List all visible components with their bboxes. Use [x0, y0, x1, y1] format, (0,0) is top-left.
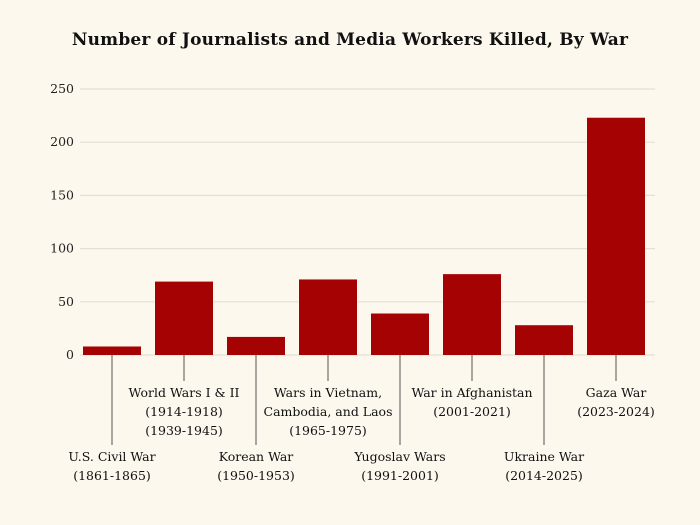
category-label: (1939-1945): [145, 423, 223, 438]
category-label: U.S. Civil War: [68, 449, 155, 464]
category-label: (1950-1953): [217, 468, 295, 483]
category-label: (1991-2001): [361, 468, 439, 483]
bar: [299, 279, 357, 355]
bar: [515, 325, 573, 355]
bar: [587, 117, 645, 355]
bar: [443, 274, 501, 355]
bar: [83, 346, 141, 355]
category-label: Gaza War: [586, 385, 647, 400]
y-tick-label: 250: [50, 81, 74, 96]
category-label: (2001-2021): [433, 404, 511, 419]
category-label: (2014-2025): [505, 468, 583, 483]
category-label: (1861-1865): [73, 468, 151, 483]
category-label: Cambodia, and Laos: [264, 404, 393, 419]
y-tick-label: 200: [50, 134, 74, 149]
category-label: Wars in Vietnam,: [274, 385, 382, 400]
category-label: Yugoslav Wars: [353, 449, 445, 464]
bar: [227, 336, 285, 355]
category-label: (1914-1918): [145, 404, 223, 419]
chart-title: Number of Journalists and Media Workers …: [71, 30, 629, 50]
category-label: War in Afghanistan: [411, 385, 532, 400]
category-label: World Wars I & II: [129, 385, 240, 400]
bar: [155, 281, 213, 355]
category-label: Korean War: [219, 449, 294, 464]
y-tick-label: 150: [50, 187, 74, 202]
category-label: (2023-2024): [577, 404, 655, 419]
y-tick-label: 0: [66, 347, 74, 362]
bar: [371, 313, 429, 355]
category-label: (1965-1975): [289, 423, 367, 438]
y-tick-label: 100: [50, 241, 74, 256]
y-tick-label: 50: [58, 294, 74, 309]
category-label: Ukraine War: [504, 449, 584, 464]
